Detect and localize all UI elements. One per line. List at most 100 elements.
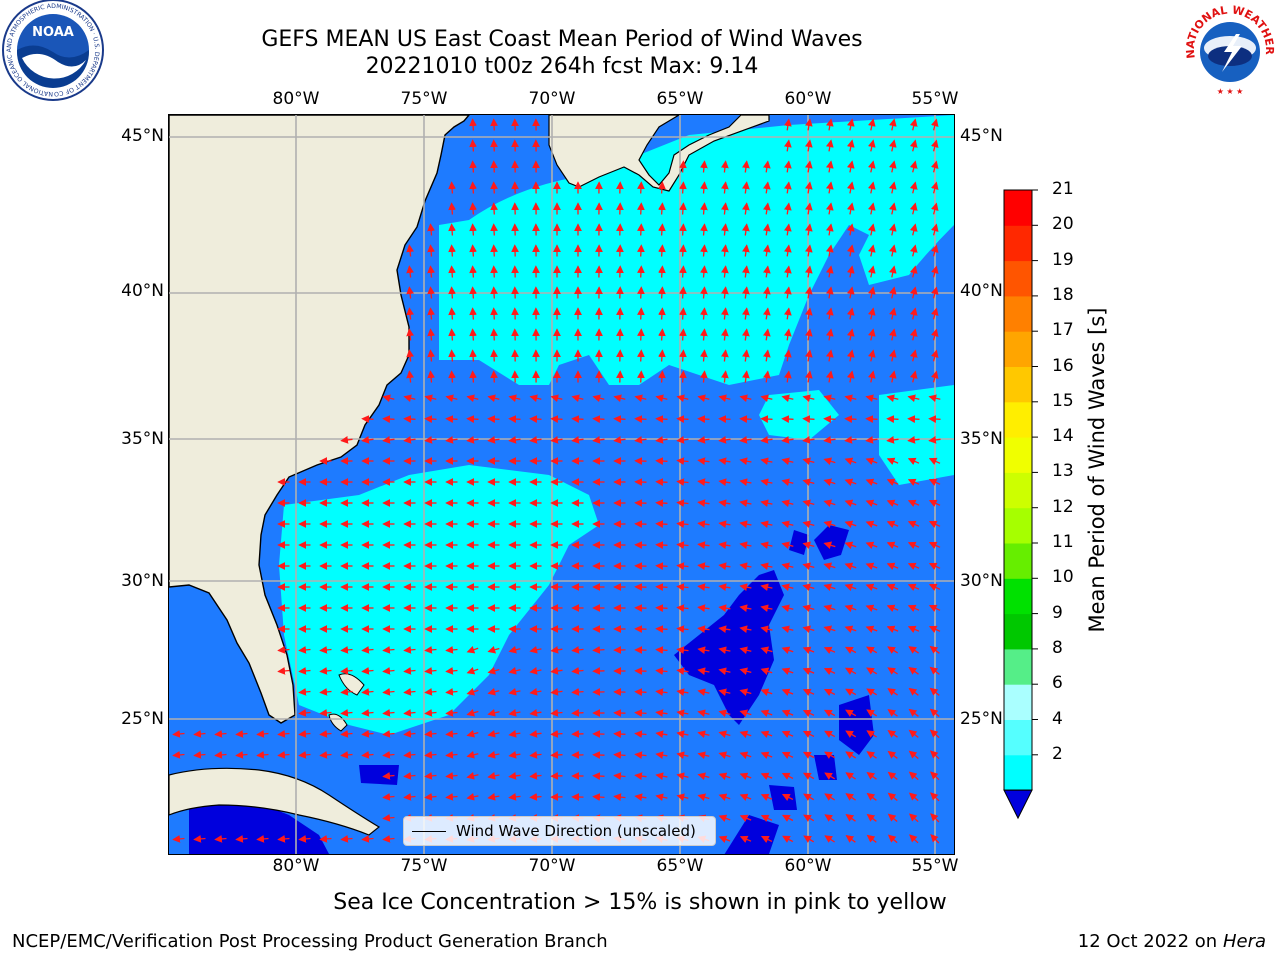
wave-direction-arrow <box>406 349 414 362</box>
wave-direction-arrow <box>908 646 919 654</box>
wave-direction-arrow <box>490 139 498 152</box>
wave-direction-arrow <box>865 457 878 465</box>
wave-direction-arrow <box>298 646 311 654</box>
wave-direction-arrow <box>637 286 645 299</box>
wave-direction-arrow <box>844 394 857 403</box>
wave-direction-arrow <box>529 772 542 780</box>
right-lat-label: 40°N <box>960 281 1003 301</box>
wave-direction-arrow <box>361 730 374 738</box>
wave-direction-arrow <box>783 181 792 194</box>
bottom-lon-label: 70°W <box>528 856 576 876</box>
wave-direction-arrow <box>888 265 897 278</box>
wave-direction-arrow <box>865 415 878 423</box>
wave-direction-arrow <box>930 328 939 341</box>
wave-direction-arrow <box>907 625 920 633</box>
wave-direction-arrow <box>867 202 876 215</box>
wave-direction-arrow <box>762 244 771 257</box>
wave-direction-arrow <box>846 307 855 320</box>
footer-machine: Hera <box>1222 931 1266 952</box>
wave-direction-arrow <box>762 202 771 215</box>
wave-direction-arrow <box>361 667 374 675</box>
wave-direction-arrow <box>718 436 731 444</box>
wave-direction-arrow <box>781 541 794 550</box>
wave-direction-arrow <box>760 688 773 697</box>
wave-direction-arrow <box>508 415 521 423</box>
wave-direction-arrow <box>445 667 458 675</box>
noaa-logo: NATIONAL OCEANIC AND ATMOSPHERIC ADMINIS… <box>0 0 104 101</box>
wave-direction-arrow <box>490 118 498 131</box>
wave-direction-arrow <box>804 244 813 257</box>
wave-direction-arrow <box>490 202 498 215</box>
colorbar-segment <box>1004 507 1032 544</box>
wave-direction-arrow <box>655 730 668 739</box>
wave-direction-arrow <box>845 751 857 759</box>
wave-direction-arrow <box>866 834 877 843</box>
wave-direction-arrow <box>700 244 708 257</box>
bottom-lon-label: 65°W <box>656 856 704 876</box>
top-lon-label: 55°W <box>911 89 959 109</box>
wave-direction-arrow <box>867 139 876 152</box>
wave-direction-arrow <box>909 370 918 383</box>
wave-direction-arrow <box>739 772 752 780</box>
wave-direction-arrow <box>909 181 918 194</box>
wave-direction-arrow <box>592 415 605 423</box>
wave-direction-arrow <box>783 265 792 278</box>
wave-direction-arrow <box>490 223 498 236</box>
wave-direction-arrow <box>469 286 477 299</box>
wave-direction-arrow <box>403 394 416 403</box>
wave-direction-arrow <box>739 520 752 529</box>
wave-direction-arrow <box>739 457 752 466</box>
wave-direction-arrow <box>697 394 710 403</box>
wave-direction-arrow <box>739 667 752 676</box>
wave-direction-arrow <box>888 118 897 131</box>
colorbar-segment <box>1004 472 1032 509</box>
wave-direction-arrow <box>550 751 563 759</box>
wave-direction-arrow <box>762 160 771 173</box>
wave-direction-arrow <box>867 328 876 341</box>
wave-direction-arrow <box>445 751 458 759</box>
wave-direction-arrow <box>781 562 794 571</box>
wave-direction-arrow <box>508 687 521 696</box>
wave-direction-arrow <box>867 370 876 383</box>
wave-direction-arrow <box>361 415 374 423</box>
wave-direction-arrow <box>739 541 752 550</box>
wave-direction-arrow <box>700 307 708 320</box>
wave-direction-arrow <box>718 793 731 802</box>
wave-direction-arrow <box>448 286 456 299</box>
left-lat-label: 35°N <box>121 429 164 449</box>
wave-direction-arrow <box>697 457 710 465</box>
wave-direction-arrow <box>634 688 647 696</box>
wave-direction-arrow <box>697 751 710 760</box>
wave-direction-arrow <box>825 265 834 278</box>
wave-direction-arrow <box>655 646 668 654</box>
wave-direction-arrow <box>804 349 813 362</box>
wave-direction-arrow <box>908 813 919 823</box>
wave-direction-arrow <box>909 118 918 131</box>
wave-direction-arrow <box>928 562 941 570</box>
wave-direction-arrow <box>676 625 689 633</box>
wave-direction-arrow <box>782 835 794 843</box>
colorbar-tick-label: 4 <box>1052 708 1063 729</box>
svg-text:★ ★ ★: ★ ★ ★ <box>1217 87 1244 96</box>
wave-direction-arrow <box>907 499 920 507</box>
wave-direction-arrow <box>469 307 477 320</box>
wave-direction-arrow <box>718 394 731 403</box>
wave-direction-arrow <box>909 307 918 320</box>
wave-direction-arrow <box>929 645 940 654</box>
wave-direction-arrow <box>658 202 666 215</box>
colorbar-segment <box>1004 401 1032 438</box>
wave-direction-arrow <box>319 709 332 717</box>
wave-direction-arrow <box>739 730 752 739</box>
wave-direction-arrow <box>865 394 878 403</box>
wave-direction-arrow <box>781 751 794 759</box>
colorbar-outline <box>1003 189 1033 791</box>
wave-direction-arrow <box>406 328 414 341</box>
wave-direction-arrow <box>886 520 899 528</box>
wave-direction-arrow <box>928 520 941 528</box>
wave-direction-arrow <box>403 667 416 675</box>
wave-direction-arrow <box>888 244 897 257</box>
wave-direction-arrow <box>907 520 920 528</box>
wave-direction-arrow <box>490 286 498 299</box>
wave-direction-arrow <box>907 478 920 486</box>
wave-direction-arrow <box>802 541 815 550</box>
